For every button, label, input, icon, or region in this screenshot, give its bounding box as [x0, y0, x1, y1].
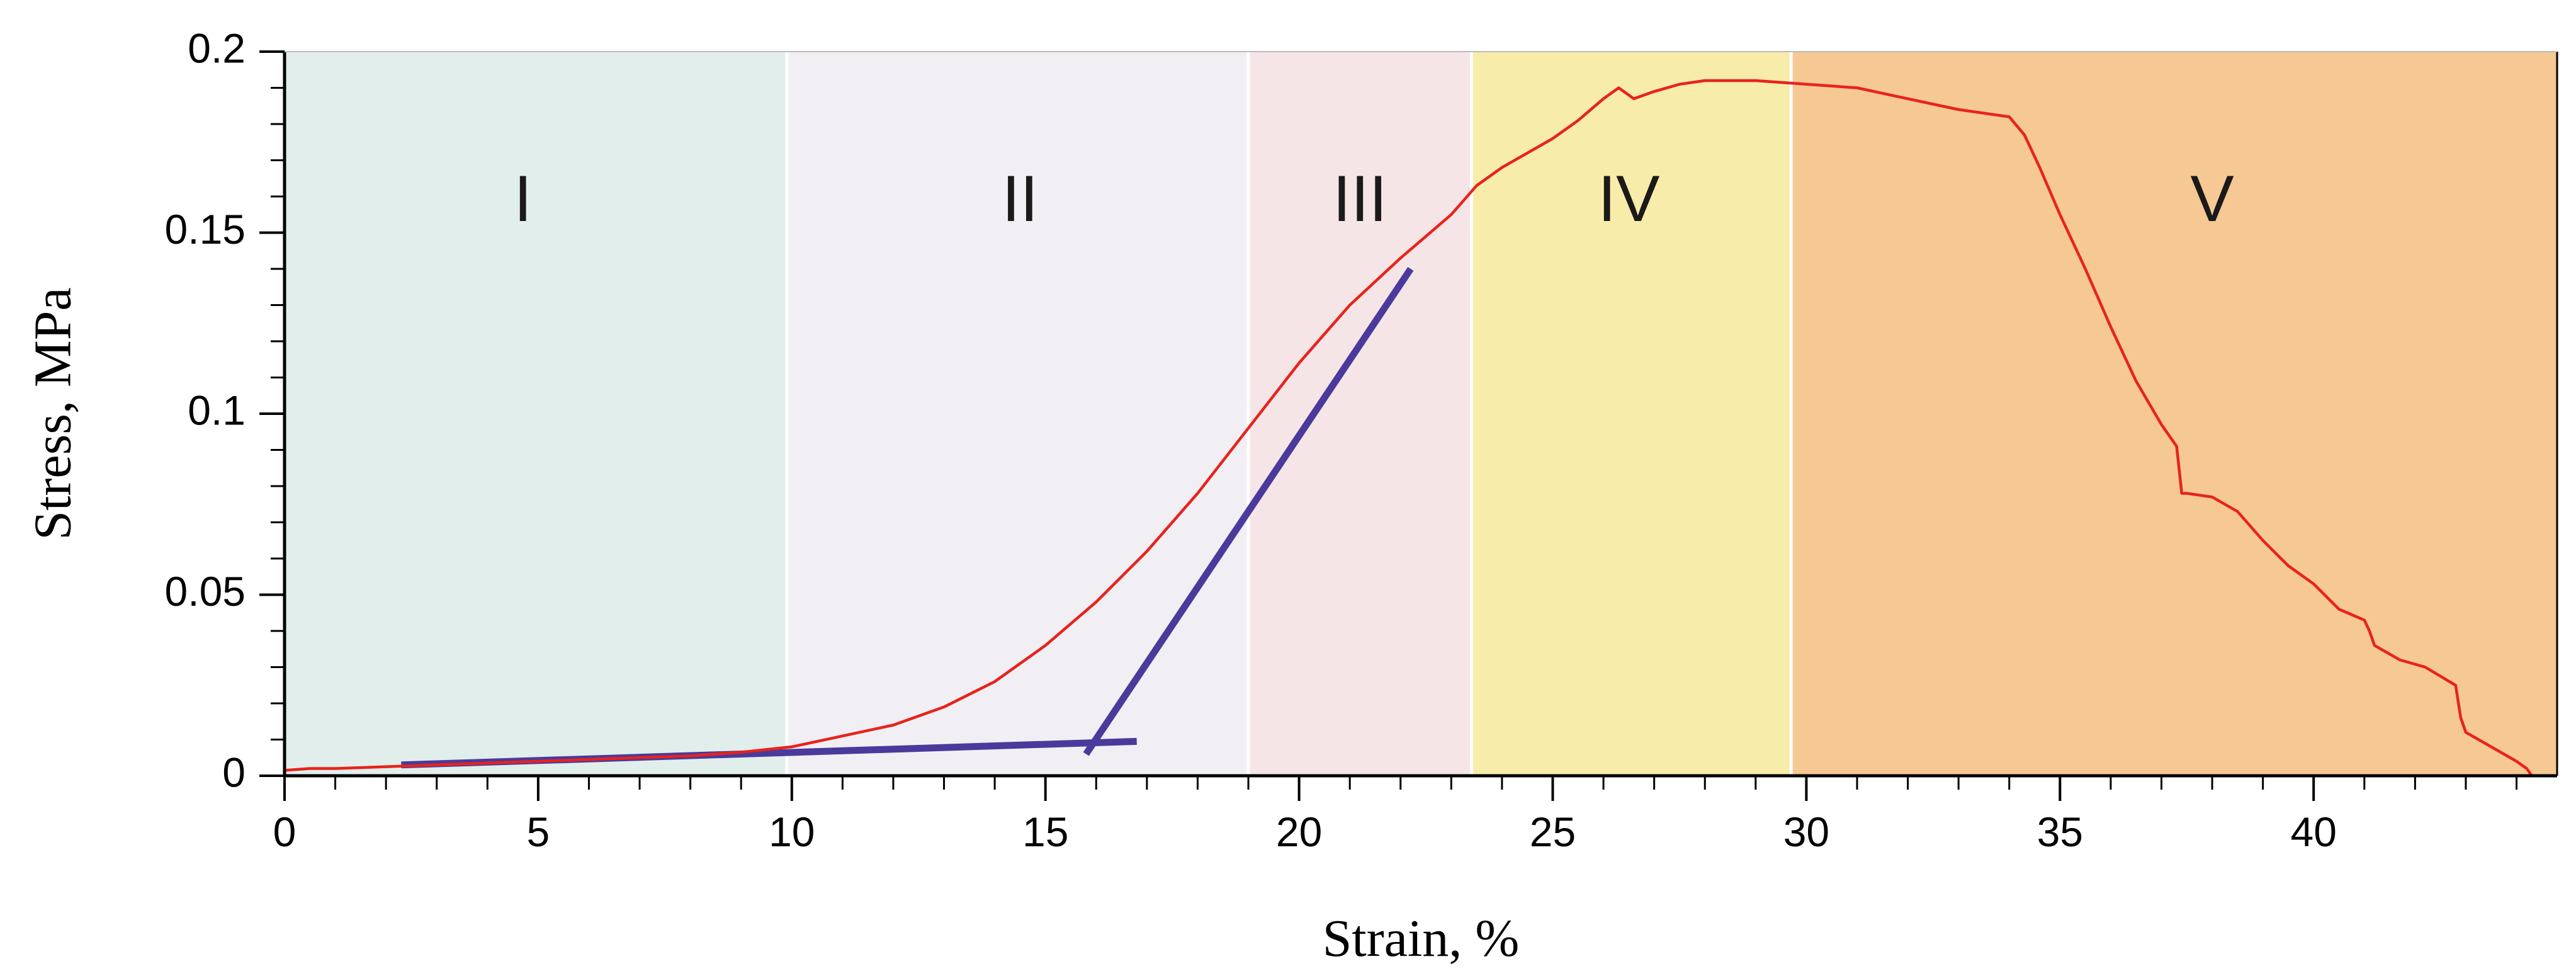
- tick-labels: 0 5 10 15 20 25 30 35 40 0 0.05 0.1 0.15 0.2: [165, 25, 2337, 855]
- y-axis-title: Stress, MPa: [23, 287, 82, 540]
- y-tick-label: 0: [222, 749, 246, 795]
- region-label-IV: IV: [1598, 162, 1659, 235]
- linear-modulus-line: [1083, 266, 1414, 756]
- y-tick-label: 0.1: [188, 387, 246, 433]
- region-label-I: I: [514, 162, 532, 235]
- x-tick-label: 10: [769, 809, 815, 855]
- x-tick-label: 40: [2291, 809, 2337, 855]
- region-label-III: III: [1333, 162, 1387, 235]
- region-I: [285, 52, 787, 776]
- x-tick-label: 35: [2037, 809, 2083, 855]
- y-tick-label: 0.15: [165, 206, 246, 253]
- region-label-II: II: [1002, 162, 1039, 235]
- y-tick-label: 0.05: [165, 568, 246, 615]
- stage-regions: [285, 52, 2557, 776]
- region-III: [1248, 52, 1472, 776]
- region-label-V: V: [2190, 162, 2234, 235]
- region-II: [786, 52, 1249, 776]
- x-tick-label: 25: [1530, 809, 1576, 855]
- x-tick-label: 30: [1783, 809, 1829, 855]
- y-tick-label: 0.2: [188, 25, 246, 71]
- series-lines: [284, 79, 2533, 777]
- tick-marks: [259, 50, 2518, 801]
- stage-region-labels: I II III IV V: [514, 162, 2234, 235]
- region-V: [1791, 52, 2557, 776]
- x-tick-label: 20: [1276, 809, 1322, 855]
- x-tick-label: 5: [527, 809, 550, 855]
- series-line-stress-strain: [284, 79, 2533, 777]
- x-tick-label: 0: [273, 809, 297, 855]
- region-IV: [1471, 52, 1792, 776]
- axes: [283, 51, 2558, 778]
- x-axis-title: Strain, %: [1323, 909, 1520, 968]
- x-tick-label: 15: [1022, 809, 1068, 855]
